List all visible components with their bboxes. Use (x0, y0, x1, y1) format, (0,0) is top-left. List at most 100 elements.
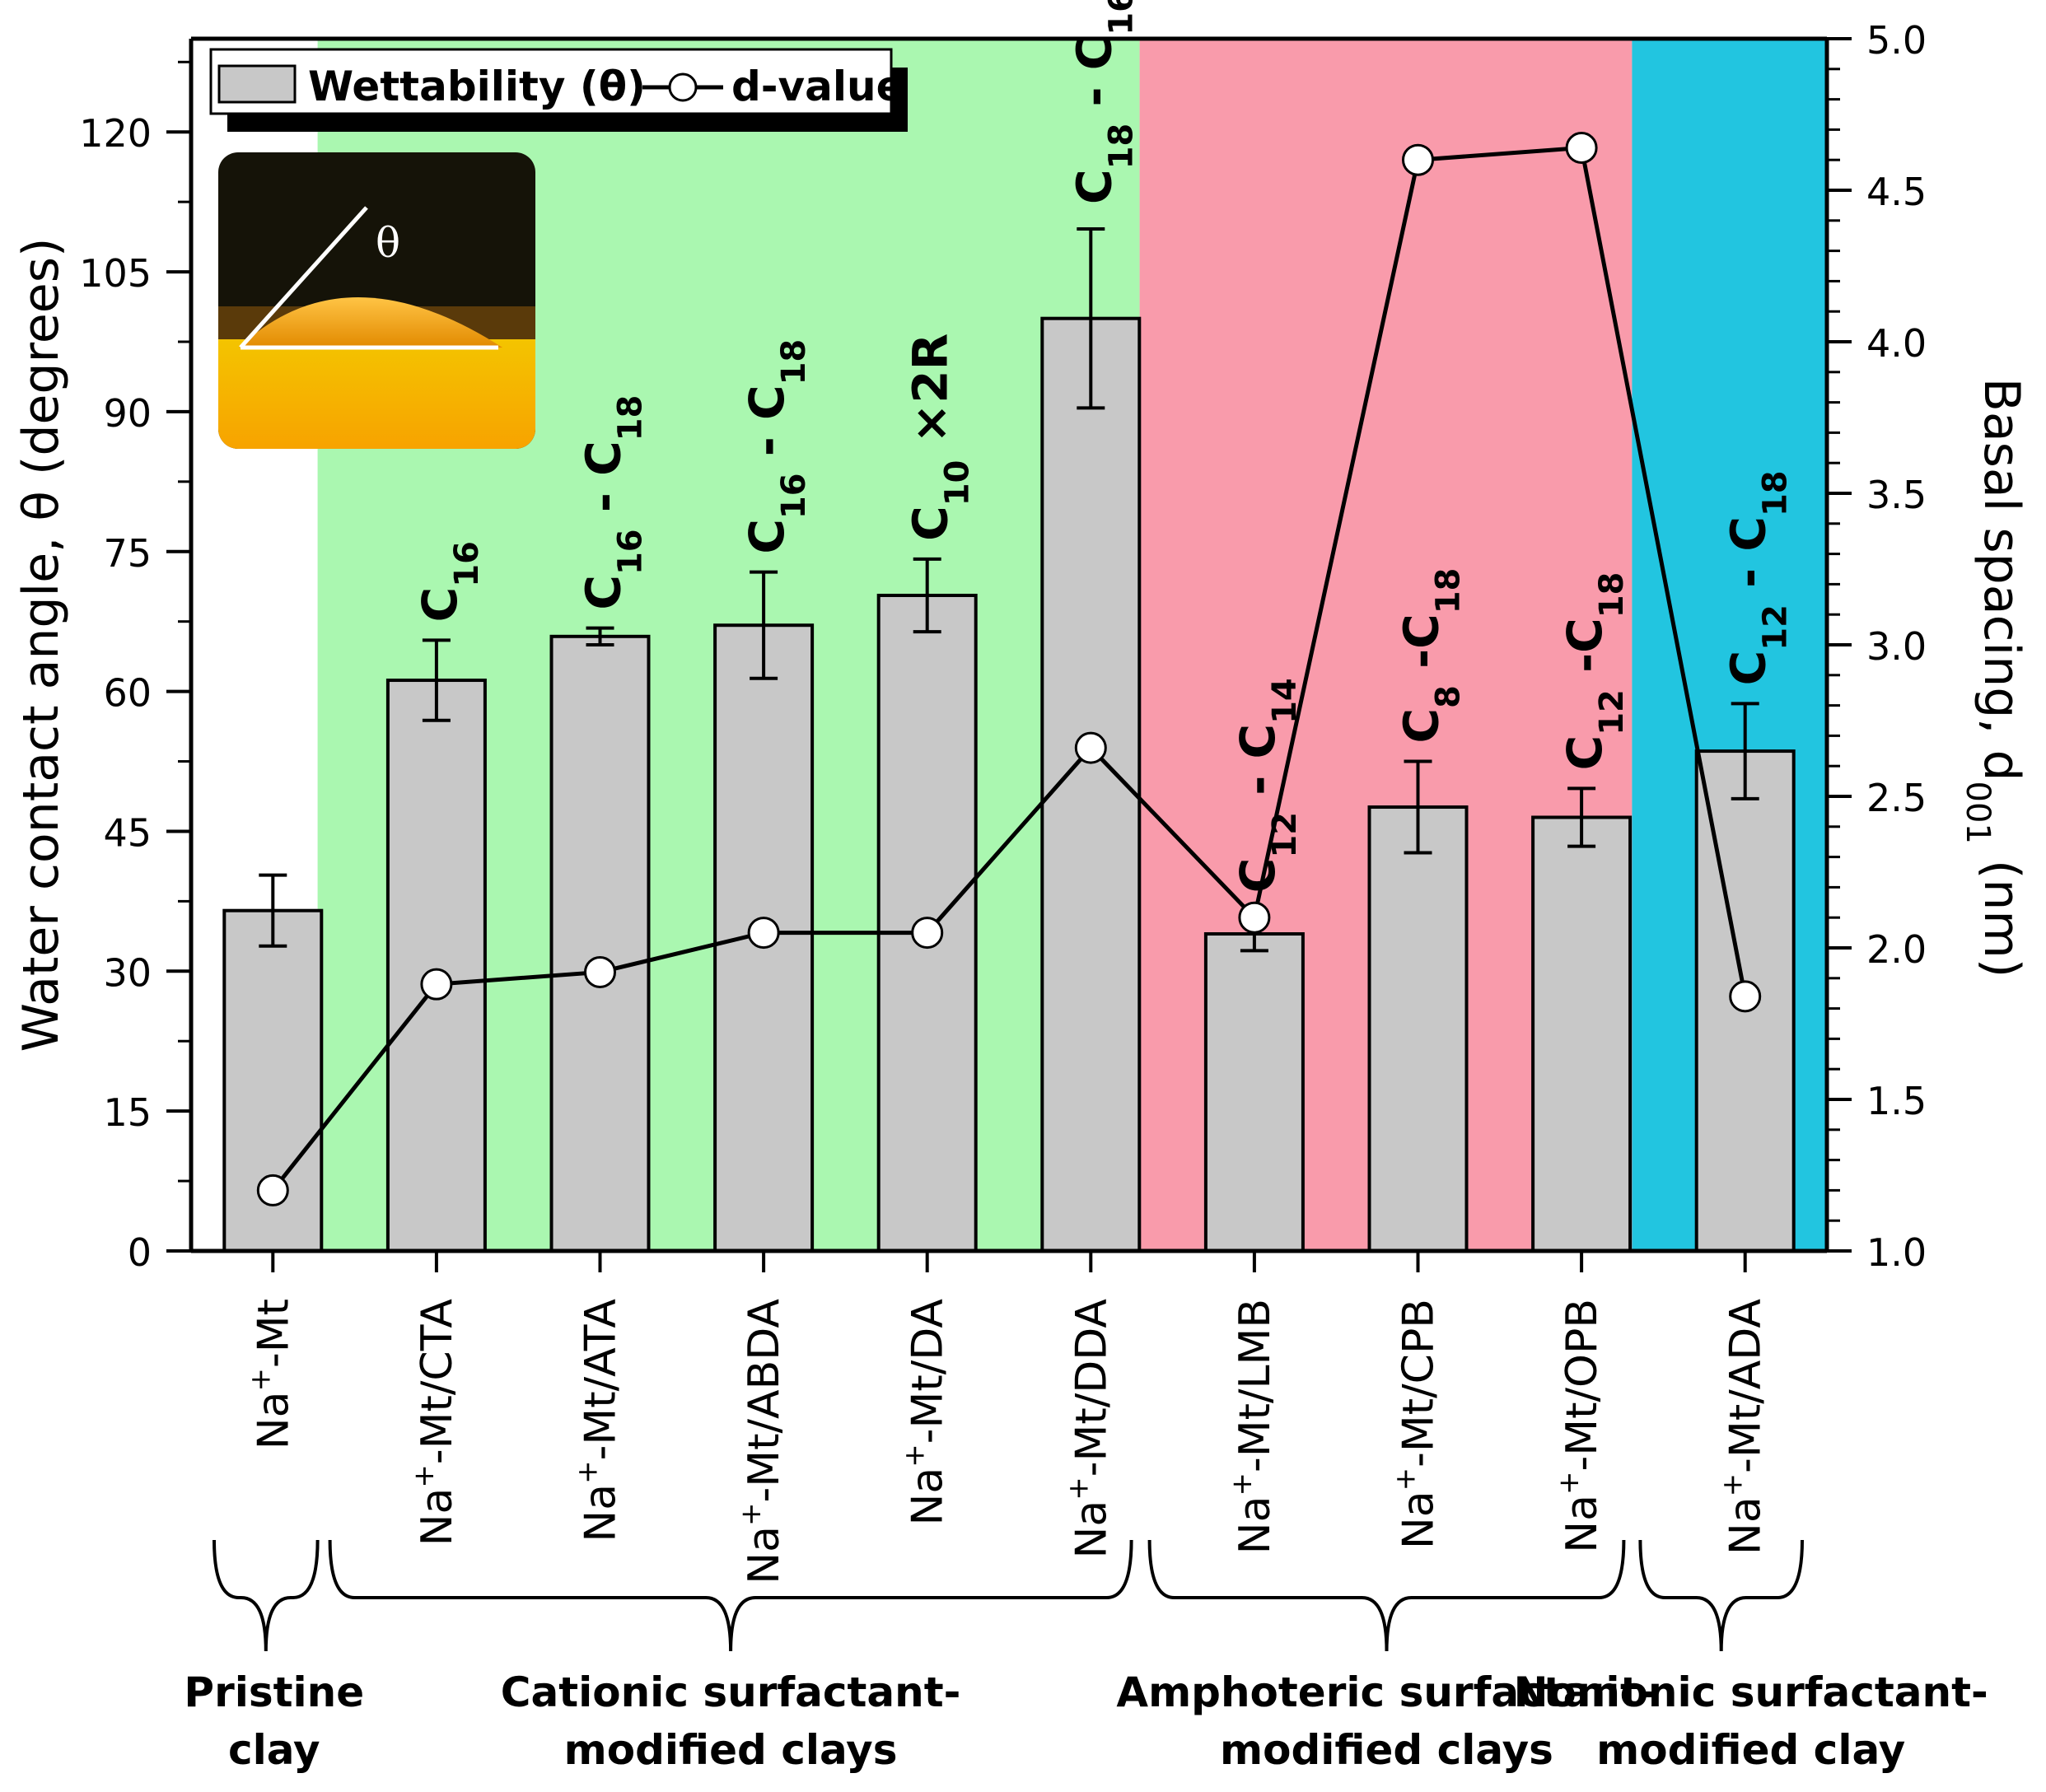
inset-theta-label: θ (376, 219, 400, 267)
x-tick-label-suffix: -Mt/CPB (1394, 1299, 1444, 1468)
group-brace (328, 1539, 1133, 1652)
d-value-point (911, 917, 944, 950)
x-tick-label: Na+-Mt/CPB (1390, 1299, 1444, 1549)
group-label: modified clays (564, 1726, 898, 1774)
right-axis-title-subscript: 001 (1959, 782, 1997, 844)
annotation-text: - C (739, 385, 795, 473)
group-label: modified clay (1596, 1726, 1905, 1774)
bar-annotation: C16​ - C18​ (576, 395, 650, 610)
bar (385, 679, 487, 1253)
annotation-text: ×2R (903, 334, 959, 460)
left-tick-label: 60 (103, 671, 152, 716)
x-tick-label: Na+-Mt/LMB (1226, 1299, 1280, 1554)
x-tick-label-prefix: Na (1558, 1495, 1607, 1553)
annotation-subscript: 14 (1266, 678, 1304, 724)
x-tick-label-prefix: Na (904, 1468, 953, 1526)
right-tick-label: 1.0 (1866, 1230, 1927, 1275)
annotation-text: C (1557, 735, 1613, 771)
x-tick-label: Na+-Mt/CTA (408, 1299, 462, 1547)
group-label: Pristine (184, 1668, 364, 1716)
legend-line-label: d-value (731, 63, 904, 110)
left-tick-label: 15 (103, 1090, 152, 1135)
annotation-text: C (576, 575, 632, 610)
left-tick-label: 45 (103, 810, 152, 855)
x-tick-label-superscript: + (1553, 1472, 1586, 1496)
group-label: Nonionic surfactant- (1514, 1668, 1988, 1716)
legend: Wettability (θ) d-value (209, 48, 908, 132)
legend-marker-swatch (668, 72, 698, 102)
annotation-subscript: 18 (1102, 124, 1140, 170)
x-tick-label-prefix: Na (249, 1392, 298, 1450)
left-tick-label: 0 (128, 1230, 152, 1275)
annotation-text: C (412, 587, 468, 623)
x-tick-label-prefix: Na (577, 1484, 626, 1542)
d-value-point (1729, 980, 1762, 1013)
annotation-text: C (1394, 708, 1450, 744)
bar-annotation: C16​ - C18​ (739, 339, 813, 554)
annotation-text: C (903, 506, 959, 541)
x-tick-label-superscript: + (244, 1368, 277, 1392)
annotation-text: - C (576, 441, 632, 529)
group-brace (1147, 1539, 1626, 1652)
bar-annotation: C10​ ×2R (903, 334, 977, 541)
group-label: clay (228, 1726, 320, 1774)
annotation-subscript: 18 (1593, 572, 1631, 618)
bar-annotation: C12​ - C18​ (1721, 470, 1795, 685)
right-tick-label: 3.0 (1866, 624, 1927, 669)
x-tick-label-superscript: + (572, 1460, 605, 1484)
annotation-text: -C (1557, 618, 1613, 689)
annotation-text: C (1230, 858, 1286, 894)
right-tick-label: 4.0 (1866, 321, 1927, 366)
x-tick-label-suffix: -Mt (249, 1299, 298, 1368)
inset-tangent-line (239, 206, 368, 349)
right-axis-title-unit: (nm) (1973, 844, 2030, 978)
bar (1367, 805, 1469, 1253)
d-value-point (420, 968, 453, 1001)
annotation-subscript: 12 (1757, 604, 1795, 651)
left-axis-title: Water contact angle, θ (degrees) (12, 238, 70, 1052)
annotation-subscript: 8 (1430, 685, 1468, 708)
annotation-subscript: 12 (1266, 812, 1304, 858)
group-label: modified clays (1220, 1726, 1553, 1774)
x-tick-label-suffix: -Mt/OPB (1558, 1299, 1607, 1472)
x-tick-label: Na+-Mt/ABDA (735, 1299, 789, 1584)
right-axis-title: Basal spacing, d001 (nm) (1959, 378, 2030, 978)
group-label: Cationic surfactant- (501, 1668, 961, 1716)
d-value-point (1074, 731, 1107, 764)
x-tick-label-prefix: Na (1067, 1500, 1116, 1559)
x-tick-label-superscript: + (1390, 1468, 1422, 1491)
x-tick-label: Na+-Mt (244, 1299, 298, 1449)
annotation-subscript: 16 (612, 529, 650, 575)
annotation-subscript: 18 (612, 395, 650, 441)
d-value-line-group (256, 131, 1762, 1206)
annotation-text: - C (1721, 516, 1777, 604)
axes-group: 0 15 30 45 60 75 90 105 120 1.0 1.5 2.0 2.5 3.0 3.5 4.0… (12, 18, 2030, 1275)
x-tick-label: Na+-Mt/ADA (1717, 1299, 1771, 1556)
group-brace (1638, 1539, 1804, 1652)
annotation-subscript: 18 (1430, 568, 1468, 614)
annotation-text: C (1066, 169, 1122, 204)
legend-bar-swatch (217, 64, 297, 104)
legend-bar-label: Wettability (θ) (308, 63, 646, 110)
x-tick-label: Na+-Mt/OPB (1553, 1299, 1607, 1553)
annotation-subscript: 16 (775, 473, 813, 519)
bar (1531, 815, 1633, 1253)
annotation-text: C (739, 519, 795, 554)
bar-annotation: C18​ - C16​ ×2R (1066, 0, 1140, 204)
annotation-subscript: 18 (775, 339, 813, 385)
x-tick-label-suffix: -Mt/DA (904, 1299, 953, 1444)
right-tick-label: 2.5 (1866, 776, 1927, 820)
left-tick-label: 30 (103, 950, 152, 995)
group-brace (213, 1539, 320, 1652)
d-value-point (1238, 901, 1271, 934)
inset-droplet-photo: θ (218, 152, 535, 449)
bar (549, 634, 651, 1253)
x-tick-label-suffix: -Mt/LMB (1231, 1299, 1280, 1472)
inset-droplet (239, 297, 502, 348)
x-tick-label-prefix: Na (740, 1526, 789, 1584)
inset-substrate (218, 339, 535, 449)
right-tick-label: 1.5 (1866, 1079, 1927, 1123)
right-tick-label: 5.0 (1866, 18, 1927, 63)
annotation-subscript: 16 (1102, 0, 1140, 35)
d-value-point (256, 1174, 289, 1206)
